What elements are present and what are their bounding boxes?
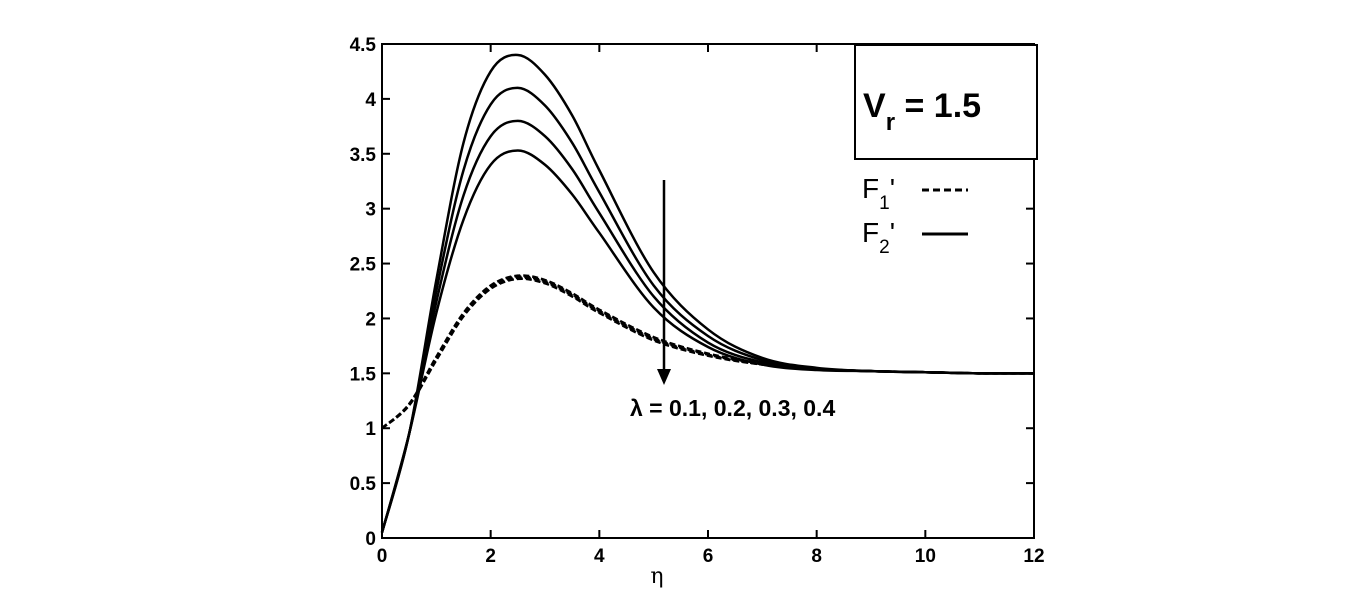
x-tick-label: 8 bbox=[811, 546, 822, 567]
y-tick-label: 3 bbox=[365, 200, 376, 221]
y-tick-label: 0 bbox=[365, 529, 376, 550]
info-box-label: Vr = 1.5 bbox=[863, 87, 981, 136]
y-tick-label: 1 bbox=[365, 419, 376, 440]
x-tick-label: 10 bbox=[915, 546, 936, 567]
x-tick-label: 6 bbox=[703, 546, 714, 567]
y-tick-label: 2.5 bbox=[350, 255, 377, 276]
lambda-annotation: λ = 0.1, 0.2, 0.3, 0.4 bbox=[630, 395, 835, 421]
x-tick-label: 4 bbox=[594, 546, 605, 567]
x-axis-label: η bbox=[650, 564, 663, 589]
y-tick-label: 0.5 bbox=[350, 474, 377, 495]
legend-label-f2: F2' bbox=[862, 217, 895, 258]
x-tick-label: 0 bbox=[377, 546, 388, 567]
legend: F1' F2' bbox=[862, 173, 968, 258]
y-tick-label: 2 bbox=[365, 309, 376, 330]
y-tick-label: 3.5 bbox=[350, 145, 377, 166]
y-tick-label: 4 bbox=[365, 90, 376, 111]
trend-arrow bbox=[657, 180, 671, 385]
x-tick-label: 12 bbox=[1023, 546, 1044, 567]
series-layer bbox=[380, 53, 1035, 533]
y-tick-label: 4.5 bbox=[350, 35, 377, 56]
legend-label-f1: F1' bbox=[862, 173, 895, 214]
series-f2-line bbox=[380, 149, 1035, 533]
arrow-head bbox=[657, 369, 671, 385]
ticks-layer: 0 2 4 6 8 10 12 0 0.5 1 1.5 2 2.5 3 3.5 4 4.5 bbox=[350, 35, 1045, 567]
y-tick-label: 1.5 bbox=[350, 364, 377, 385]
x-tick-label: 2 bbox=[485, 546, 496, 567]
info-box bbox=[854, 44, 1038, 160]
